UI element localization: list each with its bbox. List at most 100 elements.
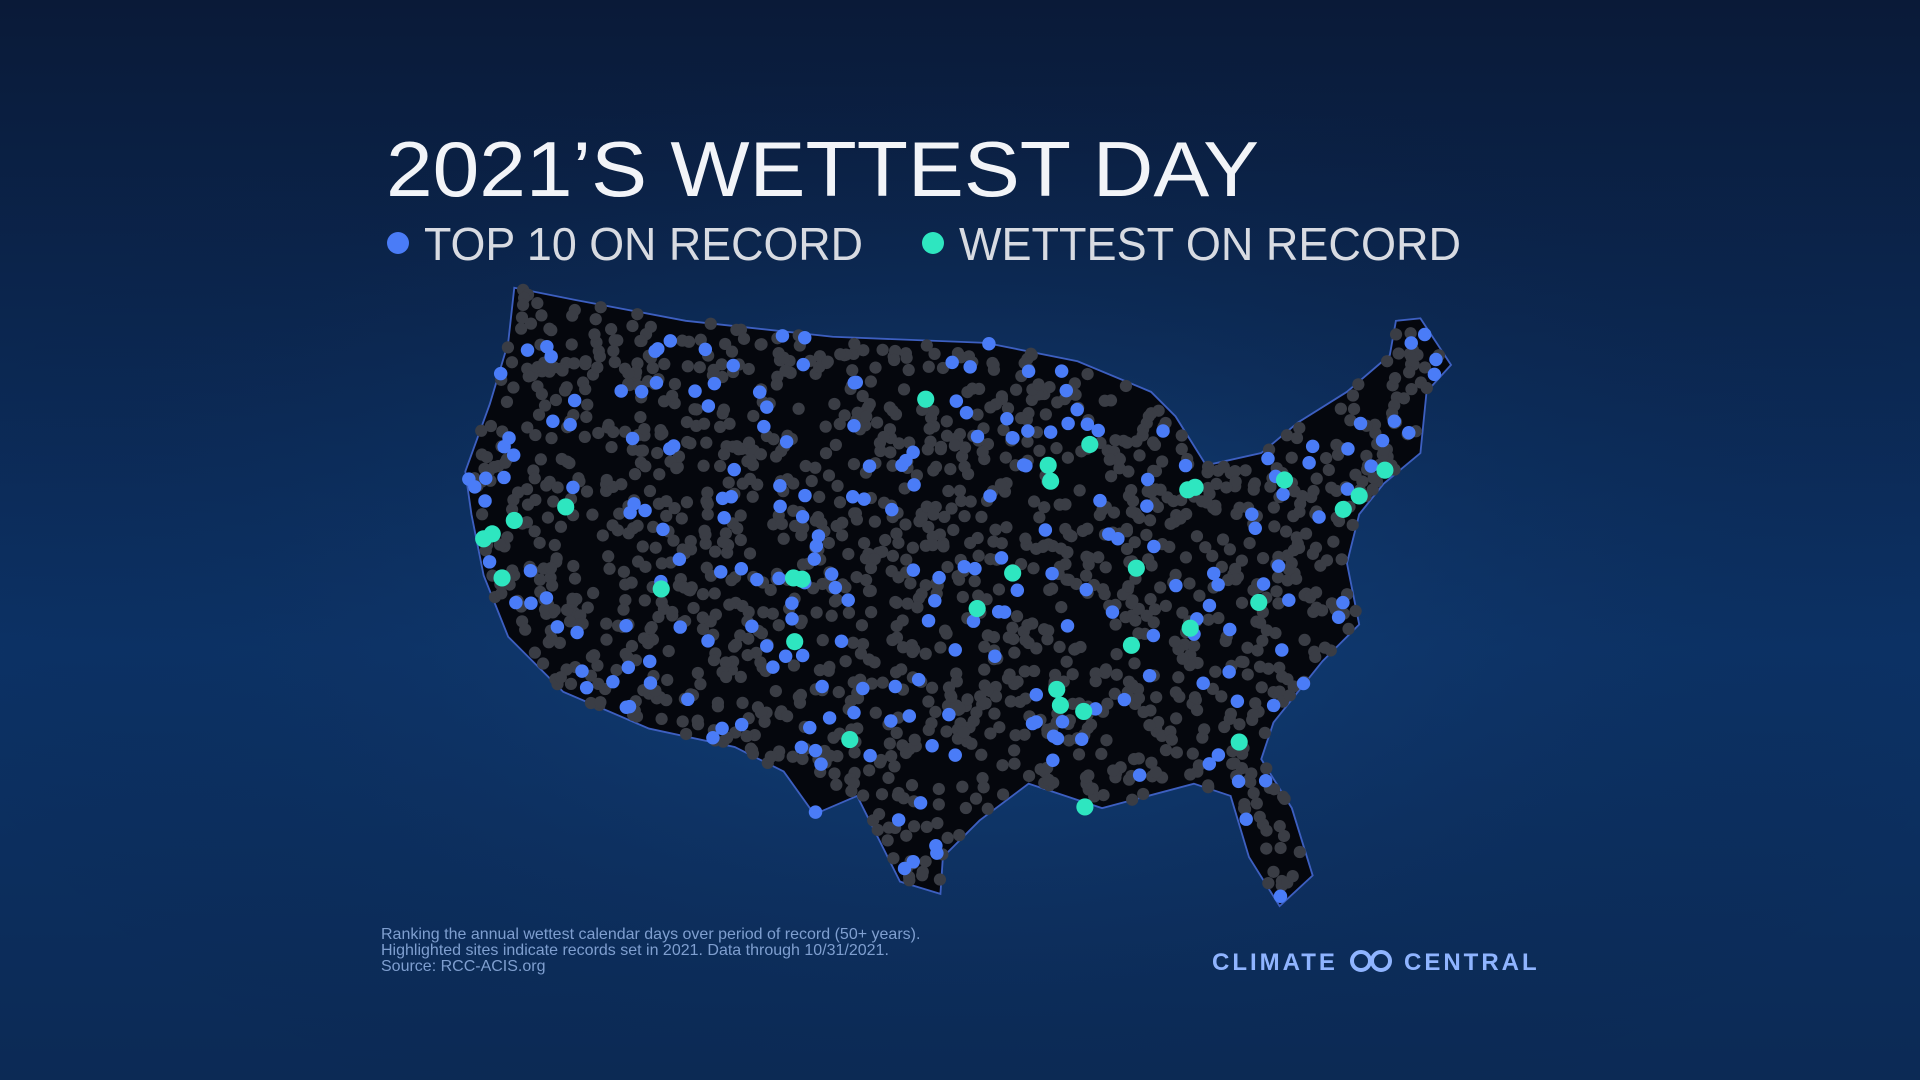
station-dot	[743, 547, 757, 560]
station-dot	[856, 637, 870, 651]
top10-dot	[642, 654, 657, 669]
station-dot	[563, 615, 577, 628]
top10-dot	[1231, 774, 1246, 789]
record-dot	[652, 580, 670, 598]
station-dot	[953, 484, 967, 497]
station-dot	[911, 601, 924, 614]
station-dot	[1229, 475, 1242, 488]
top10-dot	[773, 479, 787, 493]
station-dot	[890, 631, 904, 644]
station-dot	[1293, 505, 1306, 518]
station-dot	[868, 515, 882, 528]
station-dot	[1247, 583, 1260, 597]
station-dot	[1061, 451, 1075, 464]
top10-dot	[550, 620, 565, 634]
station-dot	[1192, 759, 1206, 772]
top10-dot	[966, 614, 981, 628]
station-dot	[647, 520, 660, 534]
station-dot	[1127, 752, 1141, 766]
station-dot	[691, 666, 704, 680]
station-dot	[1082, 558, 1095, 571]
station-dot	[1237, 802, 1251, 815]
station-dot	[862, 401, 875, 414]
station-dot	[899, 518, 912, 531]
station-dot	[874, 753, 888, 767]
top10-dot	[579, 680, 594, 695]
top10-dot	[925, 738, 939, 753]
station-dot	[1126, 679, 1139, 692]
top10-dot	[566, 480, 580, 495]
station-dot	[948, 439, 961, 452]
station-dot	[634, 444, 647, 457]
station-dot	[829, 438, 842, 451]
station-dot	[580, 410, 593, 424]
station-dot	[645, 620, 658, 634]
station-dot	[886, 404, 899, 418]
station-dot	[754, 656, 767, 669]
station-dot	[1137, 705, 1150, 719]
station-dot	[1167, 494, 1180, 508]
station-dot	[758, 715, 771, 728]
station-dot	[900, 829, 913, 842]
top10-dot	[717, 510, 731, 525]
station-dot	[1176, 652, 1189, 665]
station-dot	[1122, 773, 1136, 786]
station-dot	[1280, 429, 1294, 442]
station-dot	[1278, 792, 1291, 805]
station-dot	[568, 572, 582, 585]
station-dot	[1299, 527, 1313, 540]
station-dot	[519, 623, 532, 636]
station-dot	[699, 537, 712, 550]
station-dot	[919, 647, 932, 660]
station-dot	[978, 640, 991, 653]
station-dot	[535, 387, 548, 401]
station-dot	[651, 446, 664, 460]
station-dot	[501, 531, 514, 544]
top10-dot	[619, 618, 633, 633]
top10-dot	[982, 336, 996, 351]
station-dot	[869, 706, 882, 719]
station-dot	[825, 609, 838, 622]
top10-dot	[1043, 425, 1058, 439]
station-dot	[984, 552, 997, 566]
top10-dot	[1273, 889, 1288, 903]
station-dot	[533, 573, 547, 586]
station-dot	[1164, 517, 1177, 530]
station-dot	[1107, 506, 1121, 519]
station-dot	[828, 397, 841, 411]
station-dot	[549, 393, 563, 407]
station-dot	[1143, 719, 1156, 732]
station-dot	[684, 437, 697, 450]
station-dot	[617, 565, 631, 578]
station-dot	[972, 549, 985, 562]
top10-dot	[1245, 507, 1259, 522]
record-dot	[483, 525, 501, 543]
station-dot	[1202, 781, 1215, 794]
top10-dot	[1021, 364, 1036, 379]
station-dot	[934, 641, 947, 654]
station-dot	[636, 540, 649, 553]
station-dot	[845, 784, 858, 798]
logo-text: CLIMATE	[1212, 949, 1338, 976]
top10-dot	[847, 419, 861, 433]
station-dot	[857, 789, 870, 802]
top10-dot	[1256, 577, 1271, 591]
top10-dot	[698, 342, 713, 357]
station-dot	[587, 586, 600, 600]
logo-text: CENTRAL	[1404, 949, 1540, 976]
station-dot	[725, 345, 739, 358]
station-dot	[1237, 655, 1250, 669]
station-dot	[882, 771, 895, 785]
top10-dot	[907, 478, 921, 492]
station-dot	[681, 360, 694, 373]
station-dot	[1150, 691, 1163, 704]
station-dot	[1081, 522, 1094, 535]
top10-dot	[928, 594, 942, 608]
top10-dot	[902, 709, 917, 723]
top10-dot	[822, 711, 837, 725]
station-dot	[984, 727, 997, 740]
station-dot	[848, 337, 861, 351]
top10-dot	[1206, 566, 1221, 581]
station-dot	[688, 403, 701, 416]
station-dot	[879, 533, 892, 547]
